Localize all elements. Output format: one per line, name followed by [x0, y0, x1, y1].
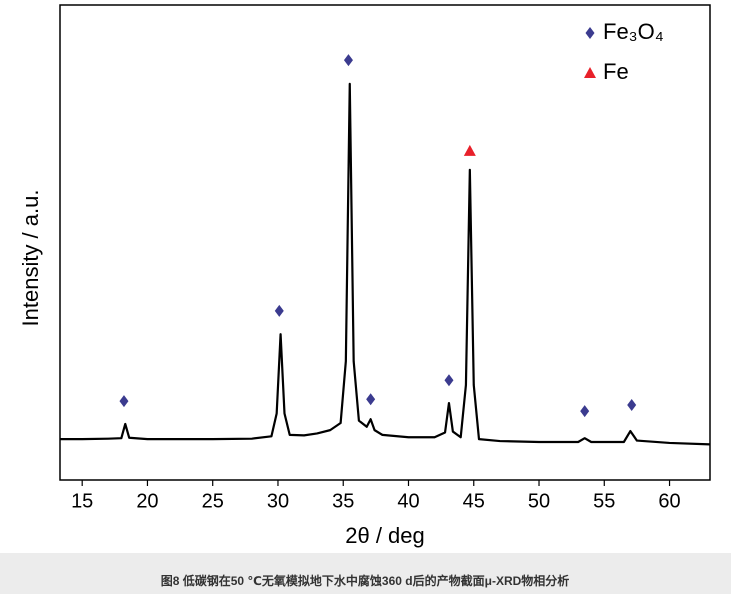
marker-diamond	[444, 374, 454, 387]
marker-diamond	[580, 405, 590, 418]
x-tick-label: 25	[202, 490, 224, 512]
marker-diamond	[627, 398, 637, 411]
x-tick-label: 20	[136, 490, 158, 512]
x-tick-label: 50	[528, 490, 550, 512]
y-axis-label: Intensity / a.u.	[18, 190, 43, 327]
legend-label: Fe₃O₄	[603, 19, 664, 44]
x-tick-label: 30	[267, 490, 289, 512]
marker-diamond	[343, 54, 353, 67]
x-axis-label: 2θ / deg	[345, 523, 425, 548]
legend-marker	[584, 67, 596, 78]
legend-marker	[585, 27, 595, 39]
marker-diamond	[274, 304, 284, 317]
caption-band	[0, 553, 731, 594]
x-tick-label: 15	[71, 490, 93, 512]
marker-diamond	[366, 393, 376, 406]
caption: 图8 低碳钢在50 ℃无氧模拟地下水中腐蚀360 d后的产物截面μ-XRD物相分…	[161, 573, 570, 588]
marker-triangle	[463, 144, 476, 156]
legend-label: Fe	[603, 59, 629, 84]
x-tick-label: 35	[332, 490, 354, 512]
xrd-line	[60, 82, 711, 446]
x-tick-label: 55	[593, 490, 615, 512]
plot-frame	[59, 4, 711, 481]
x-tick-label: 45	[463, 490, 485, 512]
marker-diamond	[119, 395, 129, 408]
x-tick-label: 60	[658, 490, 680, 512]
x-tick-label: 40	[397, 490, 419, 512]
